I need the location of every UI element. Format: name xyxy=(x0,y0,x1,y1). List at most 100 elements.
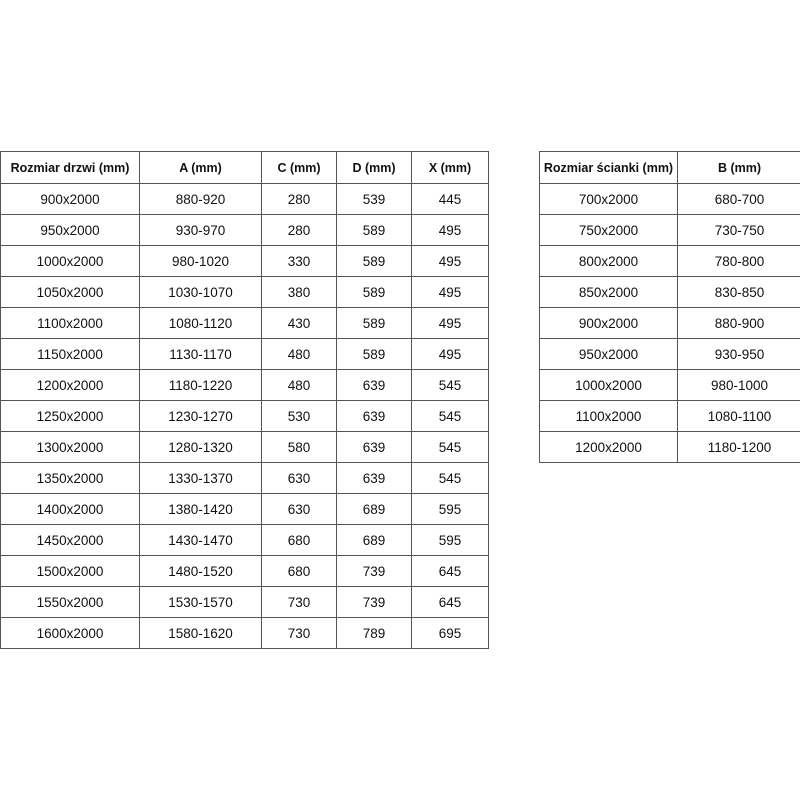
table-row: 1000x2000 980-1020 330 589 495 xyxy=(0,245,489,277)
table-cell: 589 xyxy=(336,214,412,246)
table-cell: 495 xyxy=(411,338,489,370)
table-cell: 1200x2000 xyxy=(0,369,140,401)
table-cell: 1350x2000 xyxy=(0,462,140,494)
table-cell: 739 xyxy=(336,586,412,618)
table-cell: 1180-1220 xyxy=(139,369,262,401)
table-row: 1500x2000 1480-1520 680 739 645 xyxy=(0,555,489,587)
table-cell: 639 xyxy=(336,462,412,494)
table-cell: 639 xyxy=(336,431,412,463)
table-row: 950x2000 930-950 xyxy=(539,338,800,370)
table-cell: 880-900 xyxy=(677,307,800,339)
table-cell: 730 xyxy=(261,617,337,649)
table-cell: 495 xyxy=(411,245,489,277)
table-row: 1400x2000 1380-1420 630 689 595 xyxy=(0,493,489,525)
table-cell: 950x2000 xyxy=(0,214,140,246)
table-cell: 739 xyxy=(336,555,412,587)
table-cell: 1430-1470 xyxy=(139,524,262,556)
table-cell: 480 xyxy=(261,369,337,401)
table-cell: 1100x2000 xyxy=(0,307,140,339)
table-cell: 1130-1170 xyxy=(139,338,262,370)
column-header: A (mm) xyxy=(139,151,262,184)
table-cell: 850x2000 xyxy=(539,276,678,308)
table-cell: 1050x2000 xyxy=(0,276,140,308)
table-row: 1450x2000 1430-1470 680 689 595 xyxy=(0,524,489,556)
table-cell: 539 xyxy=(336,183,412,215)
column-header: C (mm) xyxy=(261,151,337,184)
table-cell: 1500x2000 xyxy=(0,555,140,587)
table-cell: 1200x2000 xyxy=(539,431,678,463)
table-cell: 1480-1520 xyxy=(139,555,262,587)
table-cell: 830-850 xyxy=(677,276,800,308)
table-cell: 380 xyxy=(261,276,337,308)
table-row: 850x2000 830-850 xyxy=(539,276,800,308)
table-row: 1300x2000 1280-1320 580 639 545 xyxy=(0,431,489,463)
table-cell: 645 xyxy=(411,586,489,618)
table-cell: 689 xyxy=(336,493,412,525)
table-cell: 750x2000 xyxy=(539,214,678,246)
table-cell: 900x2000 xyxy=(539,307,678,339)
table-cell: 580 xyxy=(261,431,337,463)
table-cell: 545 xyxy=(411,462,489,494)
table-cell: 700x2000 xyxy=(539,183,678,215)
table-cell: 730 xyxy=(261,586,337,618)
table-cell: 1150x2000 xyxy=(0,338,140,370)
table-row: 1200x2000 1180-1220 480 639 545 xyxy=(0,369,489,401)
table-row: 1200x2000 1180-1200 xyxy=(539,431,800,463)
table-cell: 545 xyxy=(411,400,489,432)
table-cell: 645 xyxy=(411,555,489,587)
table-row: 1100x2000 1080-1120 430 589 495 xyxy=(0,307,489,339)
table-row: 700x2000 680-700 xyxy=(539,183,800,215)
table-cell: 430 xyxy=(261,307,337,339)
table-row: 1350x2000 1330-1370 630 639 545 xyxy=(0,462,489,494)
table-cell: 689 xyxy=(336,524,412,556)
table-cell: 495 xyxy=(411,307,489,339)
table-row: 900x2000 880-900 xyxy=(539,307,800,339)
table-row: 1100x2000 1080-1100 xyxy=(539,400,800,432)
table-row: 1250x2000 1230-1270 530 639 545 xyxy=(0,400,489,432)
table-cell: 1530-1570 xyxy=(139,586,262,618)
table-cell: 930-950 xyxy=(677,338,800,370)
table-cell: 1000x2000 xyxy=(0,245,140,277)
table-cell: 680 xyxy=(261,555,337,587)
column-header: D (mm) xyxy=(336,151,412,184)
table-cell: 545 xyxy=(411,431,489,463)
table-cell: 630 xyxy=(261,493,337,525)
table-cell: 1080-1100 xyxy=(677,400,800,432)
table-cell: 1300x2000 xyxy=(0,431,140,463)
table-cell: 880-920 xyxy=(139,183,262,215)
table-cell: 680-700 xyxy=(677,183,800,215)
table-cell: 595 xyxy=(411,524,489,556)
wall-size-table: Rozmiar ścianki (mm) B (mm) 700x2000 680-7… xyxy=(539,151,800,463)
table-cell: 280 xyxy=(261,214,337,246)
table-row: 1550x2000 1530-1570 730 739 645 xyxy=(0,586,489,618)
table-row: 800x2000 780-800 xyxy=(539,245,800,277)
table-cell: 1450x2000 xyxy=(0,524,140,556)
table-cell: 495 xyxy=(411,214,489,246)
table-cell: 1250x2000 xyxy=(0,400,140,432)
table-cell: 1580-1620 xyxy=(139,617,262,649)
table-row: 750x2000 730-750 xyxy=(539,214,800,246)
table-row: 950x2000 930-970 280 589 495 xyxy=(0,214,489,246)
table-cell: 480 xyxy=(261,338,337,370)
table-row: 1050x2000 1030-1070 380 589 495 xyxy=(0,276,489,308)
table-cell: 1000x2000 xyxy=(539,369,678,401)
door-size-table: Rozmiar drzwi (mm) A (mm) C (mm) D (mm) X (m… xyxy=(0,151,489,649)
table-row: 1600x2000 1580-1620 730 789 695 xyxy=(0,617,489,649)
table-cell: 630 xyxy=(261,462,337,494)
table-cell: 589 xyxy=(336,307,412,339)
table-cell: 730-750 xyxy=(677,214,800,246)
table-cell: 900x2000 xyxy=(0,183,140,215)
table-cell: 695 xyxy=(411,617,489,649)
table-cell: 780-800 xyxy=(677,245,800,277)
table-cell: 639 xyxy=(336,369,412,401)
table-cell: 589 xyxy=(336,276,412,308)
table-cell: 800x2000 xyxy=(539,245,678,277)
table-cell: 680 xyxy=(261,524,337,556)
table-header-row: Rozmiar drzwi (mm) A (mm) C (mm) D (mm) X (m… xyxy=(0,151,489,184)
table-cell: 930-970 xyxy=(139,214,262,246)
table-cell: 445 xyxy=(411,183,489,215)
table-cell: 1180-1200 xyxy=(677,431,800,463)
table-cell: 1030-1070 xyxy=(139,276,262,308)
table-cell: 595 xyxy=(411,493,489,525)
table-cell: 950x2000 xyxy=(539,338,678,370)
